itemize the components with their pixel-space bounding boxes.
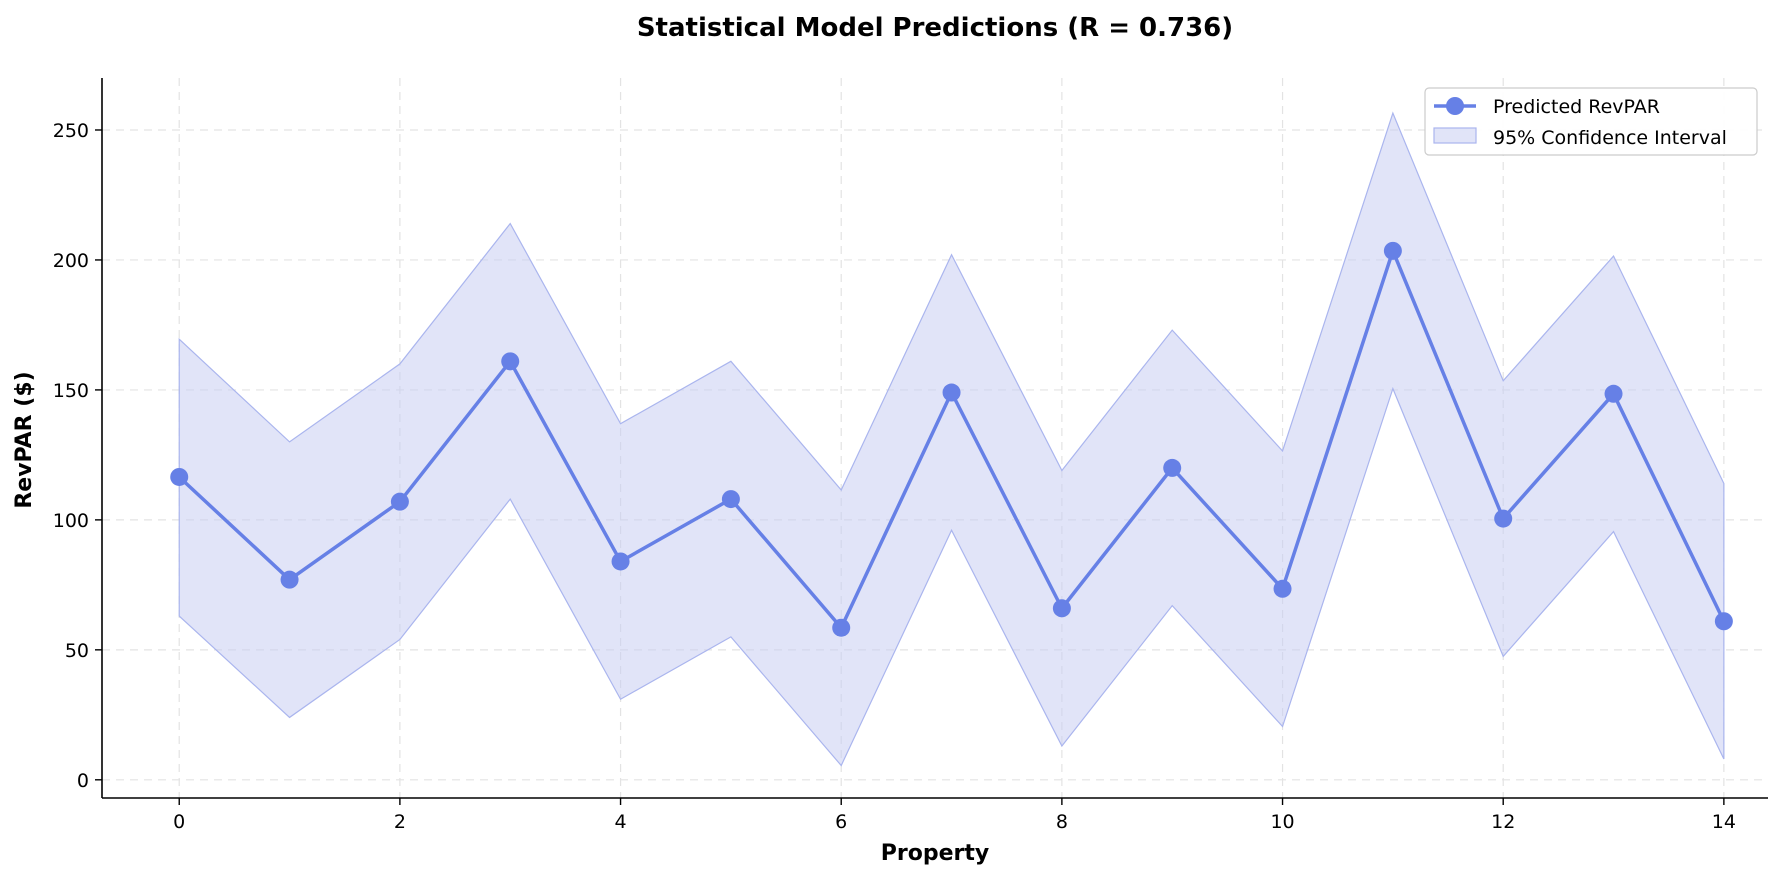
y-tick-label: 100 (53, 510, 89, 532)
x-tick-label: 6 (835, 811, 847, 833)
x-tick-label: 12 (1491, 811, 1515, 833)
confidence-band-layer (178, 111, 1725, 767)
data-point (1052, 599, 1071, 618)
confidence-band (178, 111, 1725, 767)
data-point (942, 383, 961, 402)
x-tick-label: 2 (394, 811, 406, 833)
prediction-line-layer (170, 241, 1733, 637)
data-point (1163, 458, 1182, 477)
data-point (1604, 384, 1623, 403)
legend-marker-swatch (1446, 97, 1464, 115)
y-tick-label: 50 (65, 640, 89, 662)
data-point (280, 570, 299, 589)
y-tick-label: 0 (77, 770, 89, 792)
data-point (1273, 579, 1292, 598)
x-tick-label: 14 (1712, 811, 1736, 833)
y-tick-label: 200 (53, 250, 89, 272)
data-point (501, 352, 520, 371)
legend-label-predicted: Predicted RevPAR (1493, 96, 1660, 118)
legend-band-swatch (1433, 127, 1477, 144)
data-point (1494, 509, 1513, 528)
data-point (721, 490, 740, 509)
legend-frame (1424, 87, 1758, 156)
legend: Predicted RevPAR 95% Confidence Interval (1424, 87, 1758, 156)
data-point (170, 467, 189, 486)
data-point (1714, 612, 1733, 631)
y-tick-label: 150 (53, 380, 89, 402)
y-axis-label: RevPAR ($) (12, 371, 37, 508)
y-tick-label: 250 (53, 120, 89, 142)
axes-layer (101, 78, 1768, 799)
x-tick-label: 8 (1056, 811, 1068, 833)
data-point (1383, 241, 1402, 260)
x-tick-label: 4 (615, 811, 627, 833)
x-tick-label: 10 (1270, 811, 1294, 833)
chart-title: Statistical Model Predictions (R = 0.736… (637, 13, 1233, 43)
x-tick-label: 0 (173, 811, 185, 833)
data-point (832, 618, 851, 637)
ticks-layer: 0 2 4 6 8 10 12 14 0 50 100 150 200 250 (53, 120, 1736, 833)
data-point (611, 552, 630, 571)
data-point (390, 492, 409, 511)
legend-label-interval: 95% Confidence Interval (1493, 127, 1727, 149)
x-axis-label: Property (881, 841, 989, 866)
